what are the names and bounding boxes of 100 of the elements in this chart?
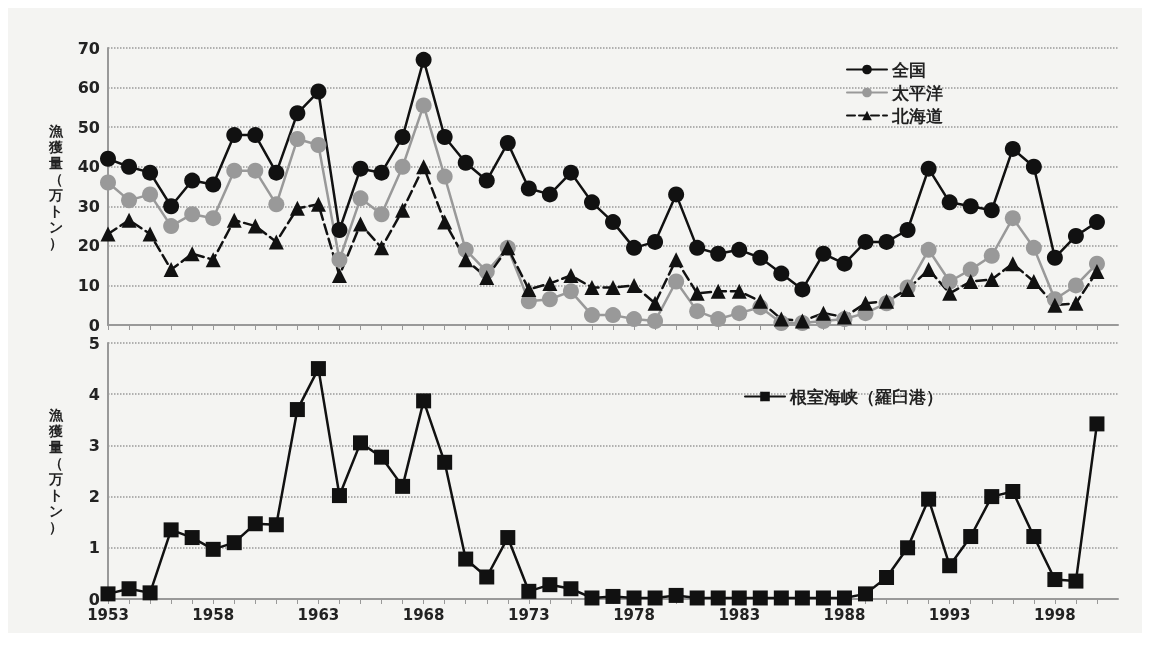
point xyxy=(500,530,516,546)
point xyxy=(1005,483,1021,499)
point xyxy=(963,273,979,289)
point xyxy=(542,275,558,291)
point xyxy=(163,522,179,538)
point xyxy=(920,160,937,177)
y-tick-label: 5 xyxy=(88,333,100,353)
point xyxy=(921,262,937,278)
point xyxy=(353,435,368,451)
x-tick-label: 1978 xyxy=(613,605,655,624)
point xyxy=(415,51,432,68)
point xyxy=(457,241,474,258)
y-tick-label: 10 xyxy=(77,275,100,295)
point xyxy=(1004,210,1021,227)
y-tick-label: 40 xyxy=(77,157,100,177)
point xyxy=(205,176,222,193)
point xyxy=(268,196,285,213)
point xyxy=(1004,140,1021,157)
point xyxy=(184,172,201,189)
point xyxy=(984,489,1000,505)
point xyxy=(605,214,621,231)
point xyxy=(1005,256,1021,272)
point xyxy=(962,261,979,278)
point xyxy=(520,180,537,197)
point xyxy=(205,252,221,268)
point xyxy=(478,172,495,189)
point xyxy=(583,307,600,324)
point xyxy=(815,245,832,262)
point xyxy=(900,540,916,556)
point xyxy=(815,305,831,321)
point xyxy=(668,587,684,603)
x-tick-label: 1968 xyxy=(402,605,445,624)
point xyxy=(773,590,789,606)
y-tick-label: 70 xyxy=(77,38,100,58)
point xyxy=(689,303,706,320)
point xyxy=(415,97,432,114)
point xyxy=(1025,158,1042,175)
point xyxy=(942,285,958,301)
point xyxy=(457,154,474,171)
x-tick-label: 1958 xyxy=(192,605,235,624)
point xyxy=(353,216,368,232)
point xyxy=(142,164,159,181)
point xyxy=(584,279,600,295)
point xyxy=(205,541,221,557)
point xyxy=(1068,295,1084,311)
point xyxy=(184,530,200,546)
point xyxy=(100,174,116,191)
point xyxy=(562,164,579,181)
point xyxy=(163,198,180,215)
y-tick-label: 0 xyxy=(88,315,100,335)
point xyxy=(983,247,1000,264)
y-tick-label: 2 xyxy=(88,487,100,507)
point xyxy=(752,293,768,309)
point xyxy=(626,277,642,293)
y-tick-label: 30 xyxy=(77,196,100,216)
point xyxy=(1047,572,1063,588)
point xyxy=(773,265,790,282)
point xyxy=(563,268,579,284)
point xyxy=(352,160,369,177)
point xyxy=(626,590,642,606)
point xyxy=(1089,416,1105,432)
point xyxy=(858,586,873,602)
point xyxy=(205,210,222,227)
point xyxy=(858,295,873,311)
point xyxy=(479,569,495,585)
y-tick-label: 1 xyxy=(88,538,100,558)
point xyxy=(289,200,305,216)
point xyxy=(121,192,138,209)
point xyxy=(920,241,937,258)
point xyxy=(647,313,664,330)
point xyxy=(331,222,348,239)
point xyxy=(541,291,558,308)
y-axis-title: 漁獲量（万トン） xyxy=(48,407,64,535)
point xyxy=(395,202,411,218)
point xyxy=(752,590,768,606)
point xyxy=(374,449,390,465)
point xyxy=(963,529,979,545)
x-tick-label: 1988 xyxy=(823,605,866,624)
point xyxy=(731,241,748,258)
point xyxy=(878,233,895,250)
point xyxy=(268,234,284,250)
point xyxy=(583,194,600,211)
point xyxy=(416,159,432,175)
y-tick-label: 3 xyxy=(88,435,100,455)
point xyxy=(100,586,116,602)
point xyxy=(163,262,179,278)
point xyxy=(731,283,747,299)
point xyxy=(647,233,664,250)
point xyxy=(373,206,390,223)
point xyxy=(394,129,411,146)
point xyxy=(352,190,369,207)
x-tick-label: 1983 xyxy=(718,605,761,624)
point xyxy=(479,270,495,286)
point xyxy=(395,478,411,494)
point xyxy=(226,535,242,551)
point xyxy=(962,198,979,215)
point xyxy=(836,255,853,272)
x-tick-label: 1993 xyxy=(928,605,971,624)
y-axis-title: 漁獲量（万トン） xyxy=(48,122,64,251)
point xyxy=(289,105,306,122)
